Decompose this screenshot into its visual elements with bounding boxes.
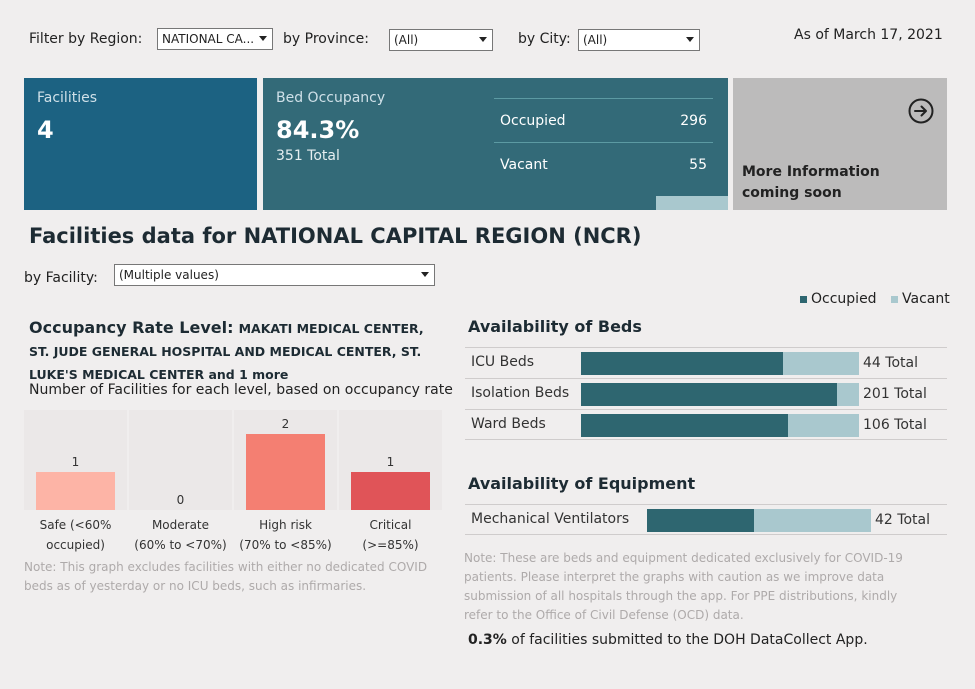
occupancy-bar[interactable]	[246, 434, 325, 510]
occupancy-category-label: Safe (<60%	[40, 518, 112, 532]
occupancy-category-label: (>=85%)	[362, 538, 418, 552]
occupancy-bar-chart: 1 Safe (<60% occupied) 0 Moderate (60% to <70…	[24, 410, 442, 552]
availability-note: Note: These are beds and equipment dedic…	[464, 551, 903, 622]
legend: Occupied Vacant	[800, 291, 950, 307]
occupancy-title-facilities: MAKATI MEDICAL CENTER, ST. JUDE GENERAL …	[29, 321, 424, 382]
occupied-row: Occupied 296	[494, 98, 713, 142]
availability-row-total: 44 Total	[863, 355, 918, 371]
occupancy-category-label: (60% to <70%)	[134, 538, 226, 552]
availability-row: Mechanical Ventilators 42 Total	[465, 504, 947, 535]
vacant-value: 55	[689, 156, 707, 173]
chevron-down-icon	[686, 37, 694, 42]
as-of-date: As of March 17, 2021	[794, 27, 943, 43]
occupied-bar[interactable]	[581, 352, 784, 375]
occupancy-category-label: Critical	[370, 518, 412, 532]
region-select-value: NATIONAL CA...	[162, 32, 255, 46]
availability-row-label: Ward Beds	[471, 416, 546, 432]
legend-vacant-swatch	[891, 295, 899, 303]
occupancy-breakdown: Occupied 296 Vacant 55	[494, 98, 713, 188]
chevron-down-icon	[479, 37, 487, 42]
vacant-indicator-bar	[656, 196, 728, 210]
province-filter-label: by Province:	[283, 31, 369, 47]
submission-stat: 0.3% of facilities submitted to the DOH …	[468, 632, 868, 648]
availability-row: ICU Beds 44 Total	[465, 347, 947, 378]
bar-column-bg	[129, 410, 232, 510]
city-select-value: (All)	[583, 33, 608, 47]
vacant-label: Vacant	[500, 156, 548, 173]
occupancy-category-label: (70% to <85%)	[239, 538, 331, 552]
occupancy-bar-value-label: 2	[282, 417, 290, 431]
bed-occupancy-rate: 84.3%	[276, 116, 360, 144]
occupied-bar[interactable]	[647, 509, 754, 532]
facilities-card-title: Facilities	[37, 90, 97, 106]
facility-filter-label: by Facility:	[24, 270, 98, 286]
legend-vacant-label: Vacant	[902, 291, 950, 307]
availability-row-label: ICU Beds	[471, 354, 534, 370]
occupancy-bar-value-label: 1	[72, 455, 80, 469]
facility-select-value: (Multiple values)	[119, 268, 219, 282]
arrow-right-circle-icon[interactable]	[908, 98, 934, 124]
vacant-bar[interactable]	[836, 383, 859, 406]
occupancy-bar-value-label: 1	[387, 455, 395, 469]
facilities-card: Facilities 4	[24, 78, 257, 210]
region-select[interactable]: NATIONAL CA...	[157, 28, 273, 50]
legend-occupied: Occupied	[800, 291, 877, 307]
legend-vacant: Vacant	[891, 291, 950, 307]
region-filter-label: Filter by Region:	[29, 31, 143, 47]
occupancy-category-label: occupied)	[46, 538, 105, 552]
vacant-bar[interactable]	[783, 352, 859, 375]
facility-select[interactable]: (Multiple values)	[114, 264, 435, 286]
bed-occupancy-total: 351 Total	[276, 148, 340, 164]
page-title: Facilities data for NATIONAL CAPITAL REG…	[29, 224, 642, 248]
chevron-down-icon	[259, 36, 267, 41]
availability-row-label: Isolation Beds	[471, 385, 570, 401]
submission-percent: 0.3%	[468, 632, 507, 648]
legend-occupied-swatch	[800, 295, 807, 303]
occupied-label: Occupied	[500, 112, 566, 129]
occupancy-subtitle: Number of Facilities for each level, bas…	[29, 382, 453, 398]
vacant-row: Vacant 55	[494, 142, 713, 186]
occupancy-category-label: Moderate	[152, 518, 209, 532]
vacant-bar[interactable]	[753, 509, 871, 532]
submission-text: of facilities submitted to the DOH DataC…	[506, 632, 868, 648]
bed-occupancy-title: Bed Occupancy	[276, 90, 386, 106]
bed-occupancy-card: Bed Occupancy 84.3% 351 Total Occupied 2…	[263, 78, 728, 210]
equipment-title: Availability of Equipment	[468, 474, 696, 493]
occupied-bar[interactable]	[581, 414, 789, 437]
beds-title: Availability of Beds	[468, 317, 642, 336]
legend-occupied-label: Occupied	[811, 291, 877, 307]
occupied-bar[interactable]	[581, 383, 837, 406]
availability-row-total: 201 Total	[863, 386, 927, 402]
occupancy-title: Occupancy Rate Level: MAKATI MEDICAL CEN…	[29, 317, 439, 386]
occupancy-title-label: Occupancy Rate Level:	[29, 318, 234, 337]
availability-row-total: 106 Total	[863, 417, 927, 433]
more-info-card[interactable]: More Information coming soon	[733, 78, 947, 210]
facilities-count: 4	[37, 116, 54, 144]
chevron-down-icon	[421, 272, 429, 277]
occupancy-note: Note: This graph excludes facilities wit…	[24, 560, 428, 593]
availability-row: Ward Beds 106 Total	[465, 409, 947, 440]
occupancy-bar[interactable]	[351, 472, 430, 510]
province-select[interactable]: (All)	[389, 29, 493, 51]
vacant-bar[interactable]	[788, 414, 859, 437]
occupancy-bar[interactable]	[36, 472, 115, 510]
occupancy-bar-value-label: 0	[177, 493, 185, 507]
occupancy-category-label: High risk	[259, 518, 312, 532]
availability-row-label: Mechanical Ventilators	[471, 511, 630, 527]
city-filter-label: by City:	[518, 31, 571, 47]
availability-row: Isolation Beds 201 Total	[465, 378, 947, 409]
more-info-text: More Information coming soon	[742, 164, 880, 201]
city-select[interactable]: (All)	[578, 29, 700, 51]
occupied-value: 296	[680, 112, 707, 129]
availability-row-total: 42 Total	[875, 512, 930, 528]
province-select-value: (All)	[394, 33, 419, 47]
